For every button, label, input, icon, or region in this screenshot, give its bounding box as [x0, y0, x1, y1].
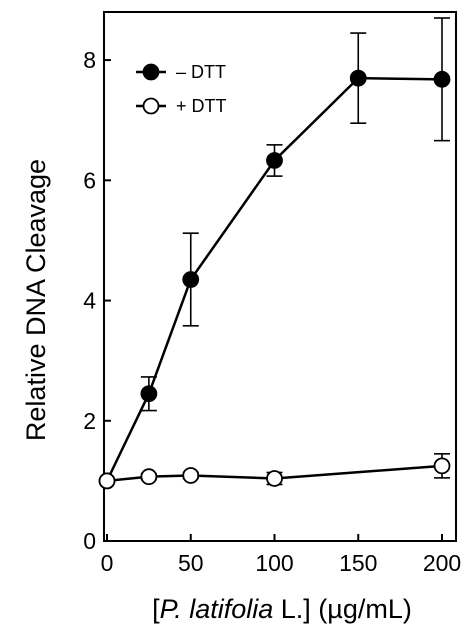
y-tick-label: 8: [83, 47, 96, 73]
y-tick-label: 2: [83, 408, 96, 434]
axes: [103, 11, 457, 542]
x-axis-title-italic: P. latifolia: [160, 594, 274, 624]
data-point: [266, 152, 283, 169]
x-axis-ticks: 0 50 100 150 200: [101, 534, 461, 576]
y-axis-ticks: 0 2 4 6 8: [83, 47, 111, 554]
data-point: [433, 70, 451, 88]
x-axis-title-prefix: [: [152, 594, 160, 624]
data-point: [182, 467, 200, 484]
series-1: [98, 17, 451, 490]
data-point: [140, 468, 158, 486]
data-point: [349, 69, 367, 87]
legend-item-1: – DTT: [136, 62, 226, 82]
series-line: [105, 76, 443, 482]
x-tick-label: 0: [101, 550, 114, 576]
y-tick-label: 0: [83, 528, 96, 554]
legend: – DTT + DTT: [136, 62, 227, 116]
y-tick-label: 4: [83, 288, 96, 314]
data-point: [266, 470, 283, 487]
legend-label: – DTT: [176, 62, 226, 82]
data-point: [433, 457, 451, 475]
x-tick-label: 100: [255, 550, 293, 576]
y-axis-title: Relative DNA Cleavage: [21, 159, 51, 441]
series: [98, 17, 451, 490]
y-tick-label: 6: [83, 167, 96, 193]
data-point: [98, 472, 116, 490]
x-axis-title-suffix: L.] (µg/mL): [273, 594, 412, 624]
legend-item-2: + DTT: [136, 96, 227, 116]
legend-label: + DTT: [176, 96, 227, 116]
legend-marker: [142, 63, 160, 81]
x-tick-label: 50: [178, 550, 204, 576]
data-point: [182, 271, 200, 288]
x-axis-title: [P. latifolia L.] (µg/mL): [152, 594, 412, 624]
data-point: [140, 385, 158, 403]
legend-marker: [142, 97, 160, 115]
x-tick-label: 200: [423, 550, 461, 576]
series-2: [98, 453, 451, 490]
plot-frame: [103, 11, 457, 542]
x-tick-label: 150: [339, 550, 377, 576]
